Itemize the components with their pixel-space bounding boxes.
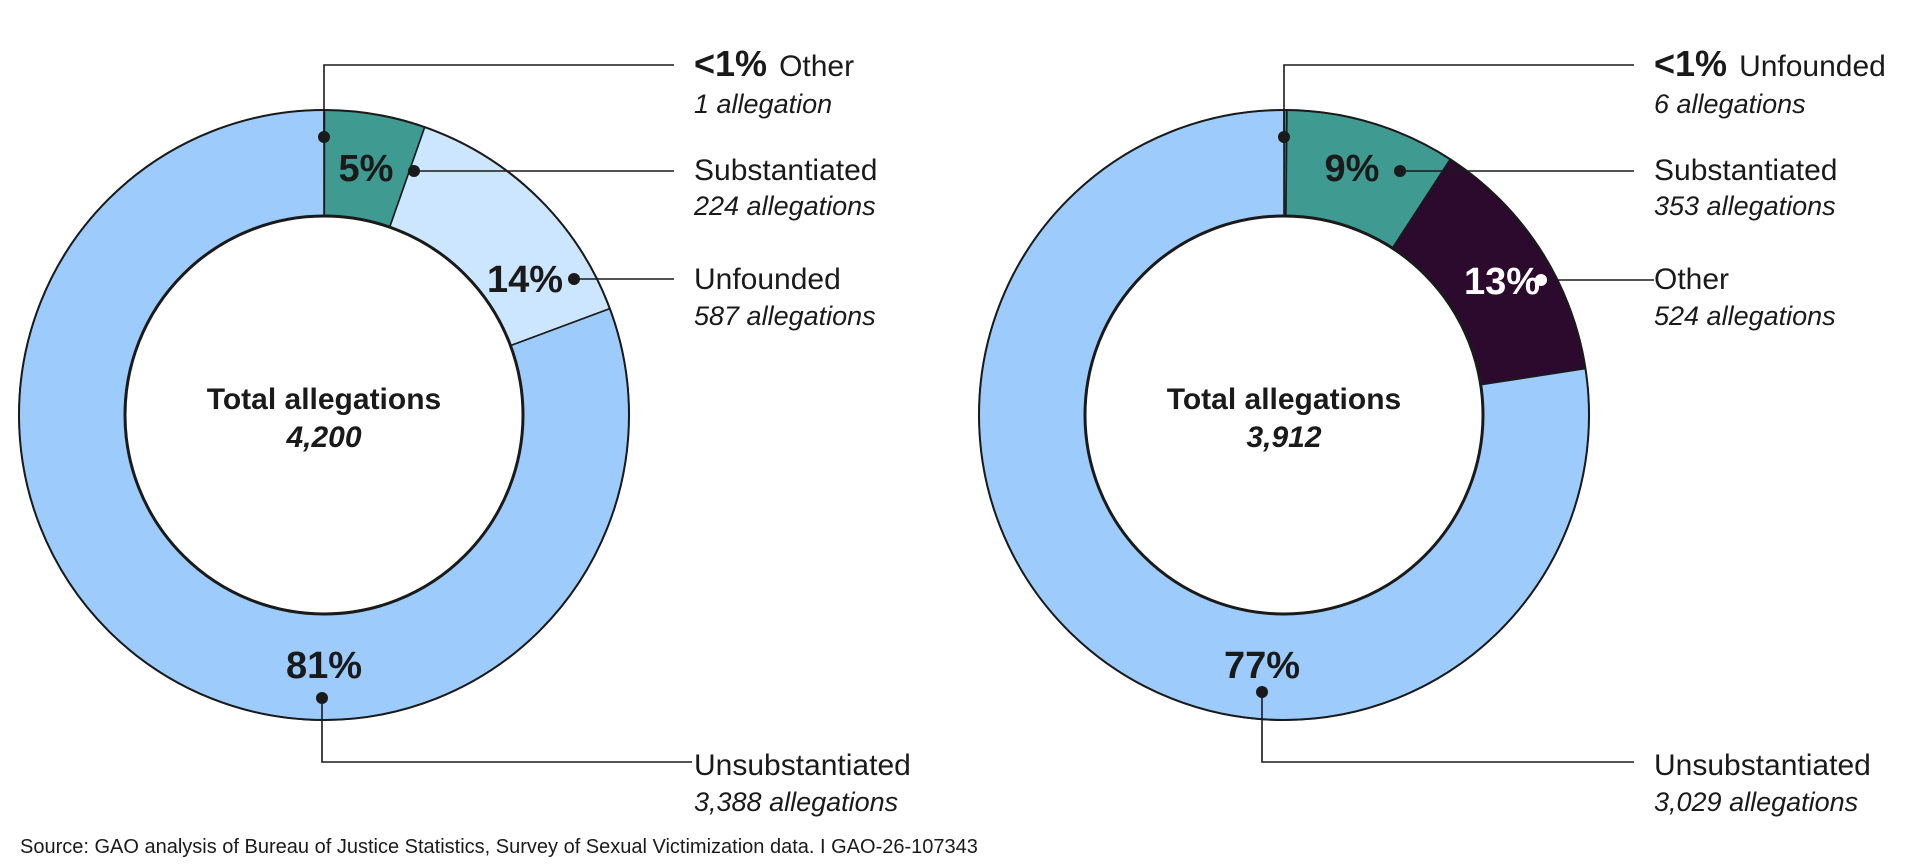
leader-line <box>321 698 692 763</box>
source-note: Source: GAO analysis of Bureau of Justic… <box>20 836 978 858</box>
leader-dot <box>316 692 328 704</box>
leader-line <box>1261 692 1634 763</box>
slice-category-label: Unsubstantiated <box>1654 749 1871 782</box>
slice-category-label: Unfounded <box>694 263 841 296</box>
slice-category-label: Unsubstantiated <box>694 749 911 782</box>
slice-category-label: Other <box>1654 263 1729 296</box>
leader-dot <box>318 131 330 143</box>
slice-percent-label: 81% <box>286 645 362 687</box>
leader-dot <box>408 165 420 177</box>
slice-category-label: <1% Unfounded <box>1654 43 1886 84</box>
slice-name: Other <box>779 50 854 83</box>
slice-count-label: 3,029 allegations <box>1654 787 1858 817</box>
center-total: 4,200 <box>285 421 361 454</box>
slice-count-label: 1 allegation <box>694 89 832 119</box>
slice-category-label: Substantiated <box>694 154 877 187</box>
leader-dot <box>568 273 580 285</box>
leader-line <box>1283 64 1634 137</box>
slice-count-label: 3,388 allegations <box>694 787 898 817</box>
slice-count-label: 224 allegations <box>693 191 876 221</box>
leader-dot <box>1394 165 1406 177</box>
slice-count-label: 6 allegations <box>1654 89 1806 119</box>
slice-percent-label: 13% <box>1464 261 1540 303</box>
leader-line <box>323 64 674 137</box>
slice-percent-label: 77% <box>1224 645 1300 687</box>
slice-count-label: 353 allegations <box>1654 191 1836 221</box>
slice-name: Unfounded <box>1739 50 1886 83</box>
center-label: Total allegations <box>1167 383 1401 416</box>
donut-chart-1: Total allegations 4,200 <1% Other 1 allegati… <box>18 43 911 817</box>
slice-percent-label: 9% <box>1325 148 1380 190</box>
slice-count-label: 524 allegations <box>1654 301 1836 331</box>
center-total: 3,912 <box>1246 421 1321 454</box>
leader-dot <box>1256 686 1268 698</box>
slice-percent-label: 5% <box>339 148 394 190</box>
slice-percent-label: <1% <box>694 43 767 84</box>
donut-chart-2: Total allegations 3,912 <1% Unfounded 6 alle… <box>978 43 1886 817</box>
inner-ring <box>123 214 525 616</box>
slice-category-label: <1% Other <box>694 43 854 84</box>
center-label: Total allegations <box>207 383 441 416</box>
leader-dot <box>1535 274 1547 286</box>
slice-count-label: 587 allegations <box>694 301 876 331</box>
slice-percent-label: <1% <box>1654 43 1727 84</box>
slice-unfounded <box>388 126 611 347</box>
leader-dot <box>1278 131 1290 143</box>
slice-percent-label: 14% <box>487 259 563 301</box>
slice-category-label: Substantiated <box>1654 154 1837 187</box>
inner-ring <box>1083 214 1485 616</box>
